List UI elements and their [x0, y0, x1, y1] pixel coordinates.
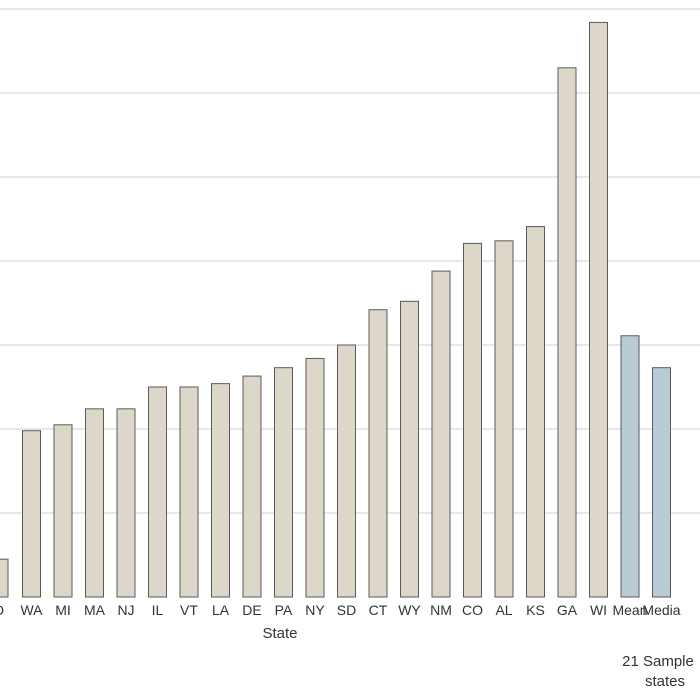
x-tick-label-mi: MI	[55, 602, 71, 618]
x-tick-label-wy: WY	[398, 602, 421, 618]
x-tick-label-nj: NJ	[117, 602, 134, 618]
bar-ct	[368, 309, 388, 598]
x-tick-label-media: Media	[642, 602, 680, 618]
bar-nm	[431, 270, 451, 598]
bars	[0, 21, 671, 598]
bar-wi	[589, 21, 608, 598]
bar-wy	[400, 300, 419, 598]
x-tick-label-wi: WI	[590, 602, 607, 618]
bar-vt	[179, 386, 199, 598]
x-tick-label-de: DE	[242, 602, 261, 618]
x-tick-label-ct: CT	[369, 602, 388, 618]
bar-mean	[620, 335, 640, 598]
bar-ga	[557, 67, 577, 598]
bar-il	[148, 386, 167, 598]
x-tick-label-il: IL	[152, 602, 164, 618]
bar-nj	[116, 408, 136, 598]
x-tick-label-ga: GA	[557, 602, 578, 618]
group-label-line-2: states	[645, 673, 685, 690]
x-tick-label-wa: WA	[20, 602, 43, 618]
bar-de	[242, 375, 262, 598]
x-tick-label-la: LA	[212, 602, 230, 618]
x-axis-label: State	[262, 625, 297, 642]
bar-ma	[85, 408, 104, 598]
bar-d	[0, 558, 9, 598]
x-tick-label-nm: NM	[430, 602, 452, 618]
x-tick-label-vt: VT	[180, 602, 198, 618]
group-label-line-1: 21 Sample	[622, 653, 694, 670]
bar-wa	[22, 430, 41, 598]
bar-ks	[526, 226, 545, 598]
x-tick-label-ma: MA	[84, 602, 106, 618]
bar-media	[652, 367, 671, 598]
bar-mi	[53, 424, 73, 598]
x-tick-label-ny: NY	[305, 602, 325, 618]
x-tick-label-ks: KS	[526, 602, 545, 618]
x-tick-label-pa: PA	[275, 602, 293, 618]
x-tick-label-mean: Mean	[612, 602, 647, 618]
tick-labels: D WA MI MA NJ IL VT LA DE PA NY SD CT WY NM CO AL KS GA WI M…	[0, 602, 681, 618]
x-tick-label-co: CO	[462, 602, 483, 618]
bar-sd	[337, 344, 356, 598]
bar-ny	[305, 357, 325, 598]
x-tick-label-d: D	[0, 602, 4, 618]
bar-pa	[274, 367, 293, 598]
bar-co	[463, 242, 482, 598]
bar-al	[494, 240, 514, 598]
x-tick-label-al: AL	[495, 602, 512, 618]
bar-la	[211, 383, 230, 598]
x-tick-label-sd: SD	[337, 602, 356, 618]
